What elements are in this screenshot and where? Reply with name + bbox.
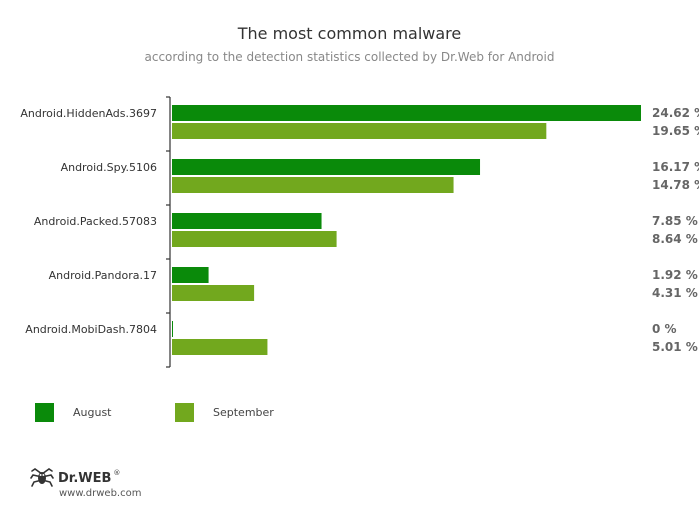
value-label: 5.01 % xyxy=(652,340,698,354)
bar-september xyxy=(172,177,454,193)
bar-august xyxy=(172,267,209,283)
bar-august xyxy=(172,159,481,175)
value-label: 0 % xyxy=(652,322,677,336)
footer-url: www.drweb.com xyxy=(59,488,142,499)
value-label: 7.85 % xyxy=(652,214,698,228)
category-label: Android.Pandora.17 xyxy=(49,269,157,282)
spider-logo-icon xyxy=(30,468,54,487)
value-label: 1.92 % xyxy=(652,268,698,282)
legend-label-september: September xyxy=(213,405,274,419)
legend-swatch-august xyxy=(35,402,54,422)
bar-august xyxy=(172,105,641,121)
logo-text: Dr.WEB xyxy=(58,470,112,486)
bar-september xyxy=(172,231,337,247)
value-label: 4.31 % xyxy=(652,286,698,300)
chart-title: The most common malware xyxy=(237,24,462,43)
chart-subtitle: according to the detection statistics co… xyxy=(144,50,555,64)
bar-august xyxy=(172,213,322,229)
category-label: Android.Packed.57083 xyxy=(34,215,157,228)
legend-item-august: August xyxy=(35,402,137,422)
drweb-logo: Dr.WEB ® xyxy=(30,466,120,490)
bar-september xyxy=(172,339,268,355)
category-label: Android.HiddenAds.3697 xyxy=(20,107,157,120)
legend-swatch-september xyxy=(175,402,194,422)
legend-label-august: August xyxy=(73,405,112,419)
value-label: 14.78 % xyxy=(652,178,699,192)
bar-september xyxy=(172,285,255,301)
category-label: Android.Spy.5106 xyxy=(61,161,157,174)
category-label: Android.MobiDash.7804 xyxy=(25,323,157,336)
value-label: 16.17 % xyxy=(652,160,699,174)
bar-chart: Android.HiddenAds.3697 24.62 % 19.65 % Andr… xyxy=(20,96,699,368)
value-label: 8.64 % xyxy=(652,232,698,246)
legend-item-september: September xyxy=(175,402,274,422)
bar-september xyxy=(172,123,547,139)
legend: August September xyxy=(35,402,274,422)
bar-august xyxy=(172,321,173,337)
registered-mark: ® xyxy=(113,469,121,477)
value-label: 24.62 % xyxy=(652,106,699,120)
value-label: 19.65 % xyxy=(652,124,699,138)
